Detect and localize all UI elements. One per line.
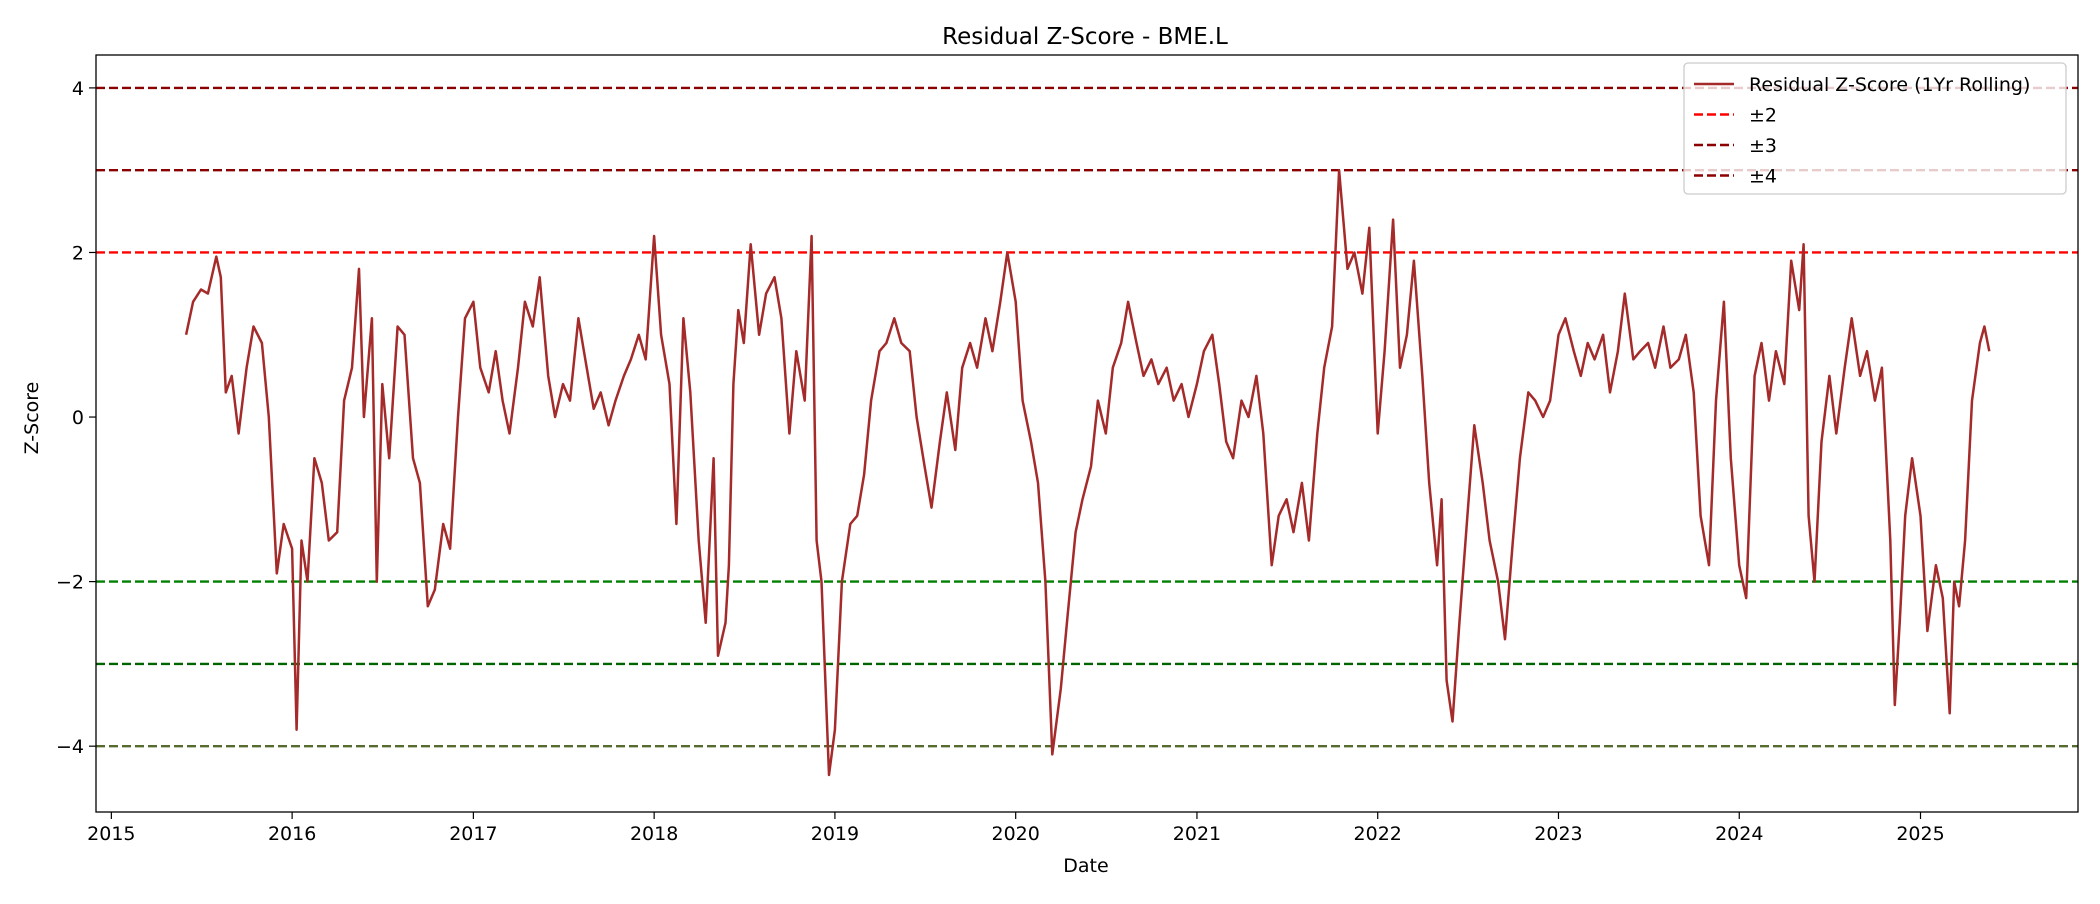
x-tick-label: 2025 <box>1896 823 1944 845</box>
x-tick-label: 2018 <box>630 823 678 845</box>
axes-frame <box>95 54 2079 813</box>
legend: Residual Z-Score (1Yr Rolling) ±2 ±3 ±4 <box>1683 62 2067 195</box>
x-tick-label: 2023 <box>1534 823 1582 845</box>
x-tick-label: 2024 <box>1715 823 1763 845</box>
y-tick-label: −4 <box>56 736 84 758</box>
y-tick-label: −2 <box>56 572 84 594</box>
legend-box <box>1683 62 2067 195</box>
legend-label: ±3 <box>1749 135 1777 157</box>
x-axis-label: Date <box>1063 855 1108 877</box>
plot-area: 2015 2016 2017 2018 2019 2020 2021 2022 2023 2024… <box>56 54 2079 845</box>
legend-label: ±4 <box>1749 166 1777 188</box>
x-tick-label: 2021 <box>1173 823 1221 845</box>
y-tick-label: 4 <box>72 78 84 100</box>
x-tick-label: 2016 <box>268 823 316 845</box>
x-tick-label: 2019 <box>811 823 859 845</box>
y-tick-label: 0 <box>72 407 84 429</box>
x-tick-label: 2020 <box>992 823 1040 845</box>
legend-label: Residual Z-Score (1Yr Rolling) <box>1749 74 2030 96</box>
x-tick-label: 2017 <box>449 823 497 845</box>
x-tick-label: 2015 <box>87 823 135 845</box>
y-axis-label: Z-Score <box>21 382 43 455</box>
legend-label: ±2 <box>1749 105 1777 127</box>
chart-title: Residual Z-Score - BME.L <box>942 24 1228 50</box>
x-tick-label: 2022 <box>1354 823 1402 845</box>
y-tick-label: 2 <box>72 242 84 264</box>
series-line <box>184 168 1991 777</box>
